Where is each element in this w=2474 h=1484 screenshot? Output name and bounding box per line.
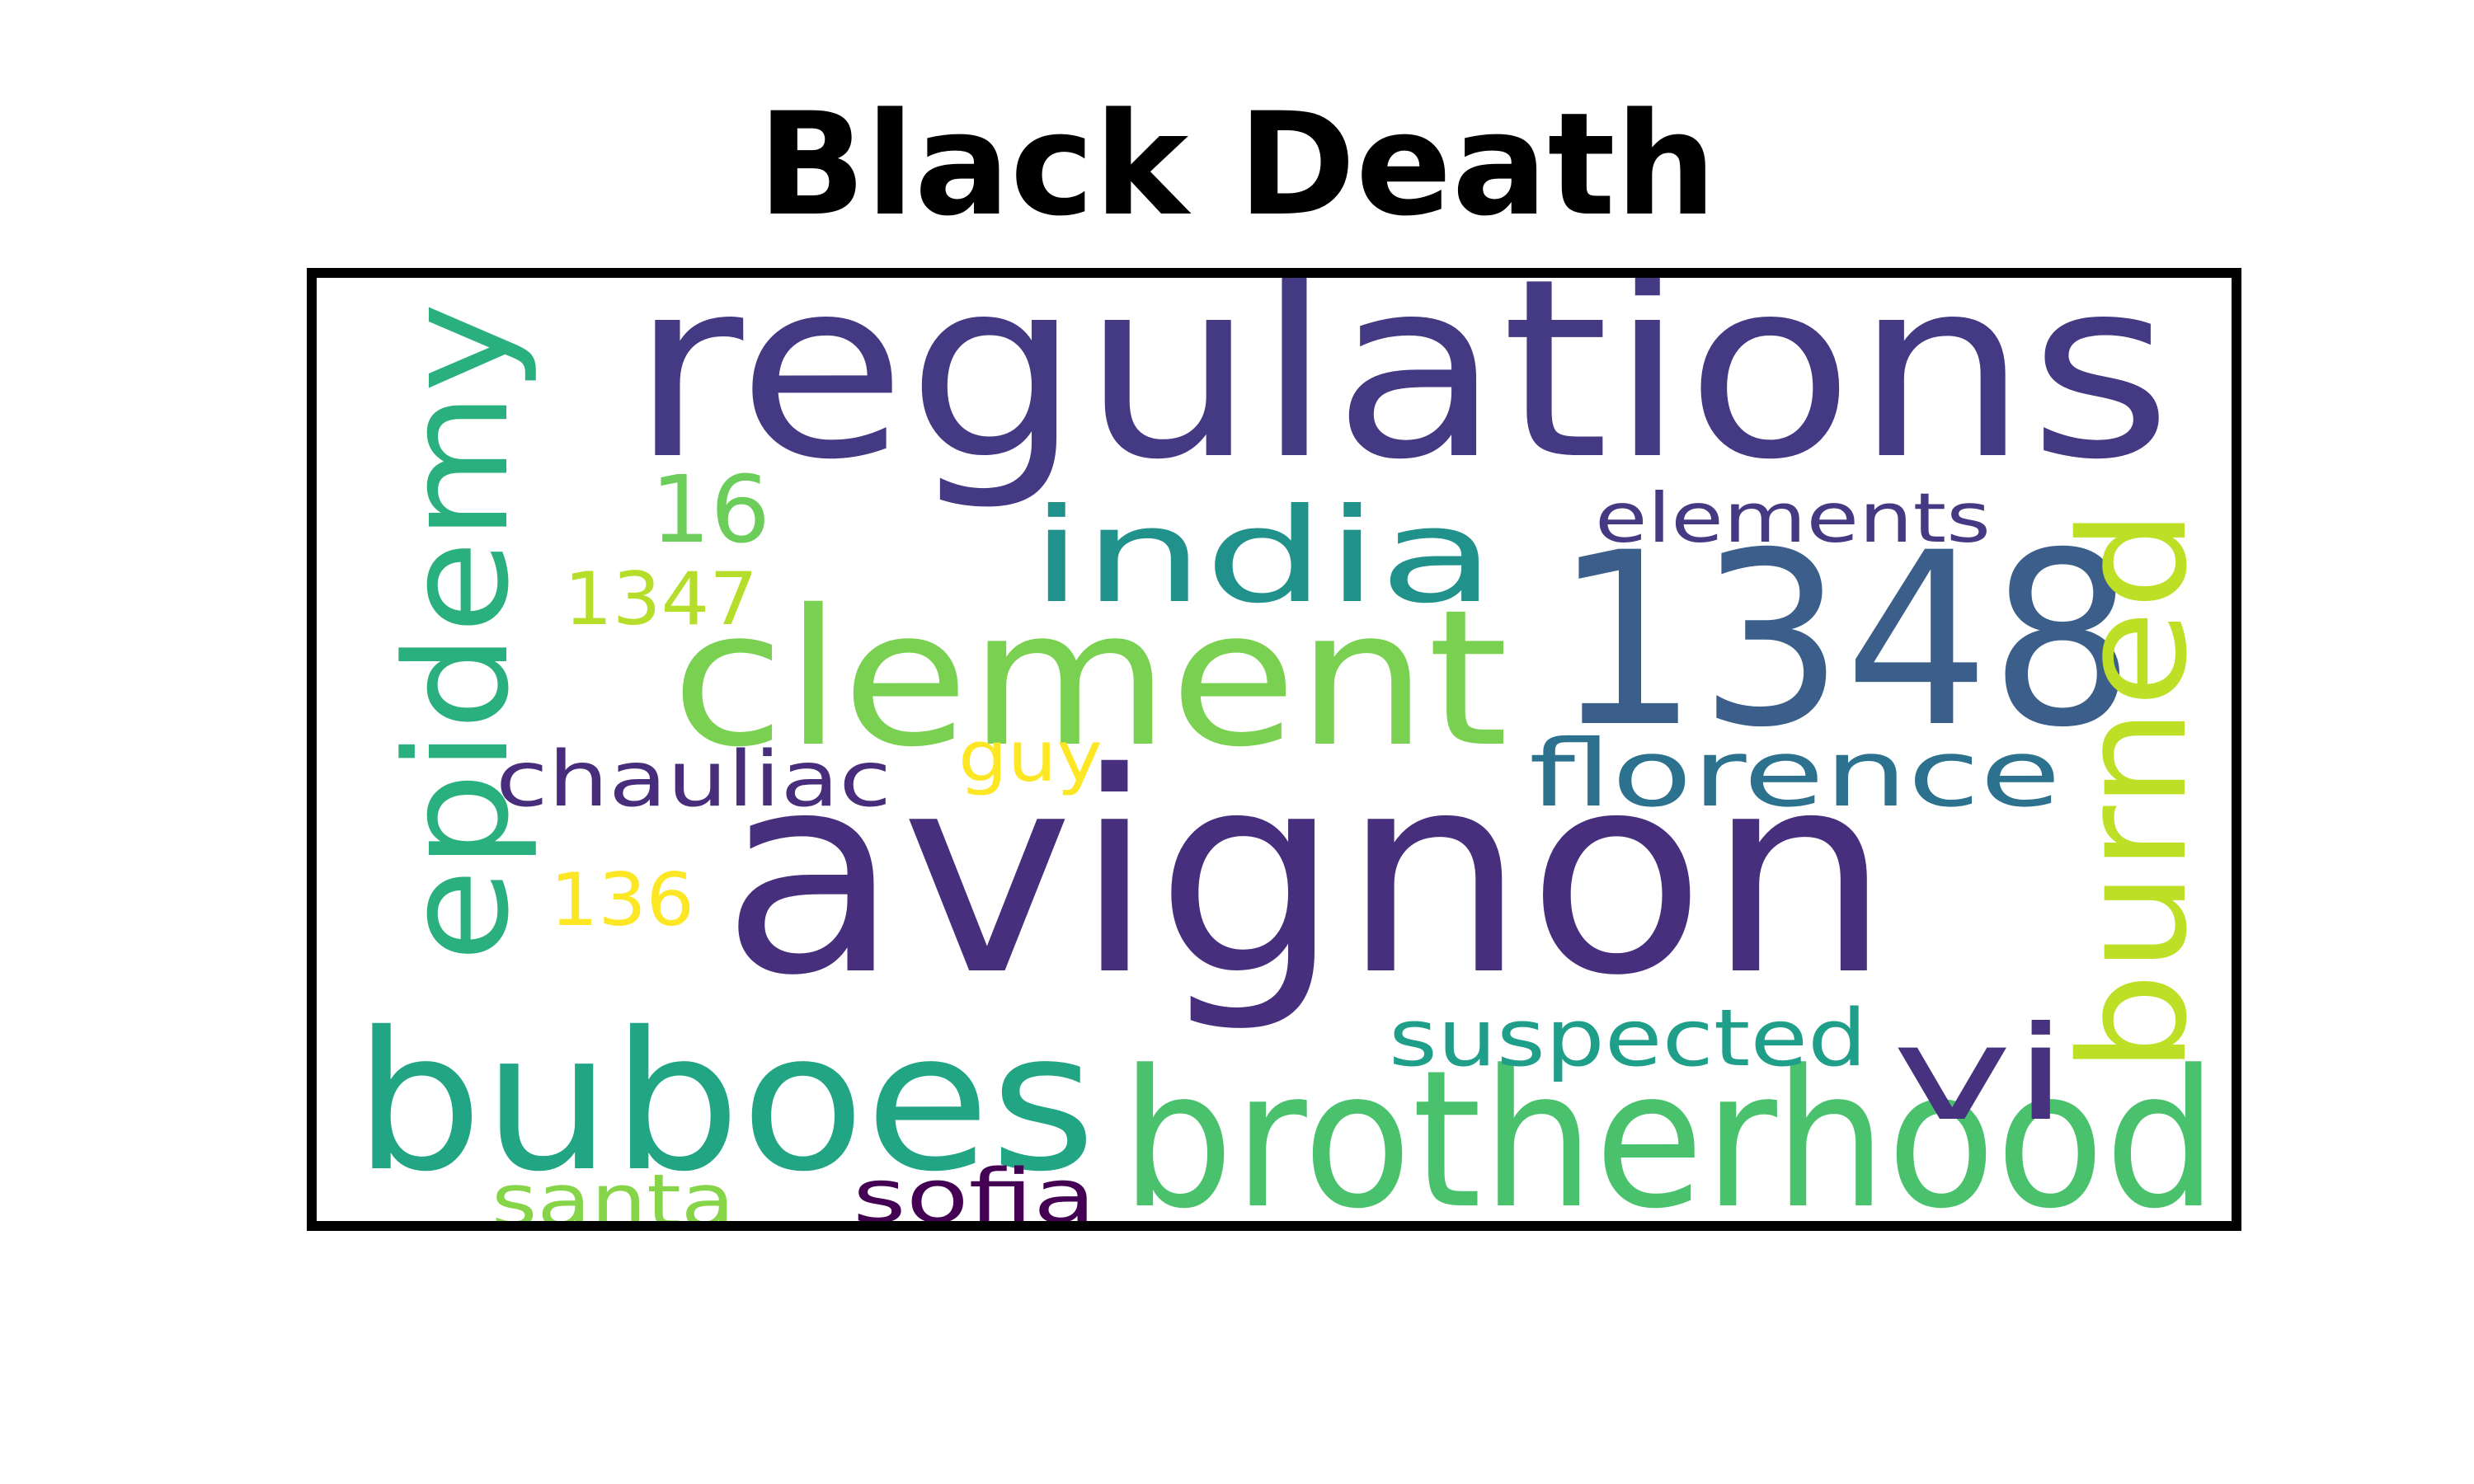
word-brotherhood: brotherhood [1121, 1031, 2218, 1221]
word-burned: burned [2048, 509, 2219, 1073]
word-buboes: buboes [354, 991, 1096, 1214]
word-chauliac: chauliac [496, 735, 891, 824]
word-santa: santa [492, 1158, 735, 1221]
word-sofia: sofia [853, 1153, 1096, 1221]
word-guy: guy [958, 716, 1103, 798]
word-florence: florence [1529, 721, 2061, 828]
word-elements: elements [1595, 478, 1991, 558]
word-1348: 1348 [1554, 502, 2135, 780]
word-regulations: regulations [630, 278, 2172, 514]
word-avignon: avignon [721, 714, 1892, 1036]
word-cloud-frame: avignon regulations 1348 clement brother… [307, 268, 2241, 1231]
word-vi: vi [1892, 998, 2069, 1150]
word-suspected: suspected [1389, 993, 1867, 1084]
figure-title: Black Death [757, 82, 1717, 247]
word-1347: 1347 [564, 556, 758, 641]
word-india: india [1030, 481, 1496, 632]
word-epidemy: epidemy [374, 303, 540, 962]
word-clement: clement [671, 569, 1508, 788]
word-16: 16 [651, 457, 770, 564]
word-136: 136 [550, 857, 694, 942]
word-cloud: avignon regulations 1348 clement brother… [354, 278, 2219, 1221]
